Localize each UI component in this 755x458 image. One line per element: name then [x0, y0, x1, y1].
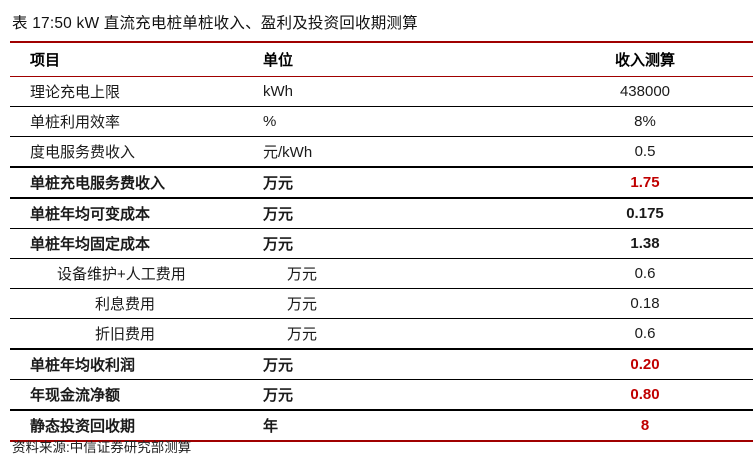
- row-unit: 万元: [263, 206, 294, 223]
- row-item: 单桩利用效率: [30, 114, 121, 131]
- row-unit: kWh: [263, 83, 293, 100]
- row-value: 0.175: [626, 205, 664, 222]
- row-value: 0.5: [634, 143, 656, 160]
- row-unit: 万元: [263, 387, 294, 404]
- row-item: 单桩年均收利润: [30, 357, 136, 374]
- table-row-summary: 单桩年均收利润 万元 0.20: [10, 350, 753, 380]
- row-unit: 元/kWh: [263, 144, 313, 161]
- row-value: 1.75: [630, 174, 660, 191]
- table-row-sub: 折旧费用 万元 0.6: [10, 319, 753, 350]
- row-item: 利息费用: [95, 296, 156, 313]
- row-item: 年现金流净额: [30, 387, 121, 404]
- row-value: 8%: [634, 113, 656, 130]
- row-unit: 万元: [287, 326, 318, 343]
- row-item: 理论充电上限: [30, 84, 121, 101]
- table-row-sub: 利息费用 万元 0.18: [10, 289, 753, 319]
- row-value: 1.38: [630, 235, 660, 252]
- source-note: 资料来源:中信证券研究部测算: [12, 440, 192, 455]
- table-row: 度电服务费收入 元/kWh 0.5: [10, 137, 753, 168]
- table-row-summary: 单桩年均可变成本 万元 0.175: [10, 199, 753, 229]
- row-unit: 年: [263, 418, 279, 435]
- row-item: 度电服务费收入: [30, 144, 136, 161]
- data-table: 项目 单位 收入测算 理论充电上限 kWh 438000 单桩利用效率 % 8%…: [10, 41, 753, 442]
- row-unit: 万元: [263, 357, 294, 374]
- row-value: 438000: [619, 83, 671, 100]
- row-value: 0.20: [630, 356, 660, 373]
- row-value: 8: [640, 417, 650, 434]
- row-value: 0.18: [630, 295, 660, 312]
- table-row: 理论充电上限 kWh 438000: [10, 77, 753, 107]
- row-unit: 万元: [263, 236, 294, 253]
- header-value: 收入测算: [614, 52, 675, 69]
- table-row-sub: 设备维护+人工费用 万元 0.6: [10, 259, 753, 289]
- table-row: 单桩利用效率 % 8%: [10, 107, 753, 137]
- table-row-summary: 静态投资回收期 年 8: [10, 411, 753, 442]
- table-title: 表 17:50 kW 直流充电桩单桩收入、盈利及投资回收期测算: [12, 15, 418, 32]
- row-item: 单桩年均固定成本: [30, 236, 151, 253]
- row-unit: 万元: [287, 296, 318, 313]
- row-item: 设备维护+人工费用: [57, 266, 186, 283]
- row-item: 单桩年均可变成本: [30, 206, 151, 223]
- row-value: 0.6: [634, 325, 656, 342]
- row-value: 0.80: [630, 386, 660, 403]
- row-unit: 万元: [287, 266, 318, 283]
- row-value: 0.6: [634, 265, 656, 282]
- row-item: 静态投资回收期: [30, 418, 136, 435]
- row-unit: %: [263, 113, 277, 130]
- row-item: 单桩充电服务费收入: [30, 175, 166, 192]
- row-item: 折旧费用: [95, 326, 156, 343]
- table-row-summary: 年现金流净额 万元 0.80: [10, 380, 753, 411]
- table-row-summary: 单桩年均固定成本 万元 1.38: [10, 229, 753, 259]
- header-unit: 单位: [263, 52, 294, 69]
- table-row-summary: 单桩充电服务费收入 万元 1.75: [10, 168, 753, 199]
- header-item: 项目: [30, 52, 61, 69]
- row-unit: 万元: [263, 175, 294, 192]
- table-header-row: 项目 单位 收入测算: [10, 41, 753, 77]
